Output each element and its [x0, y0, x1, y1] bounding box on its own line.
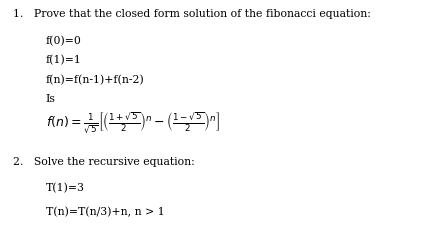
Text: T(n)=T(n/3)+n, n > 1: T(n)=T(n/3)+n, n > 1 [46, 207, 165, 217]
Text: 1.   Prove that the closed form solution of the fibonacci equation:: 1. Prove that the closed form solution o… [13, 9, 371, 19]
Text: T(1)=3: T(1)=3 [46, 183, 85, 193]
Text: f(0)=0: f(0)=0 [46, 36, 82, 46]
Text: f(n)=f(n-1)+f(n-2): f(n)=f(n-1)+f(n-2) [46, 75, 145, 85]
Text: $f(n) = \frac{1}{\sqrt{5}} \left[ \left(\frac{1+\sqrt{5}}{2}\right)^{n} - \left(: $f(n) = \frac{1}{\sqrt{5}} \left[ \left(… [46, 110, 220, 135]
Text: Is: Is [46, 94, 56, 104]
Text: f(1)=1: f(1)=1 [46, 55, 82, 65]
Text: 2.   Solve the recursive equation:: 2. Solve the recursive equation: [13, 157, 195, 167]
